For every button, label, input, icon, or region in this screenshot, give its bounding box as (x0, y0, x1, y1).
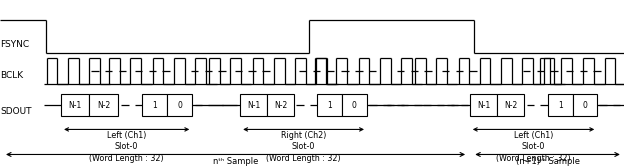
Bar (240, 94, 267, 116)
Text: 0: 0 (352, 101, 357, 110)
Bar (548, 94, 573, 116)
Text: (Word Length : 32): (Word Length : 32) (496, 154, 571, 163)
Text: N-1: N-1 (247, 101, 260, 110)
Text: 0: 0 (177, 101, 182, 110)
Text: N-1: N-1 (477, 101, 490, 110)
Text: Slot-0: Slot-0 (522, 142, 545, 151)
Text: 1: 1 (152, 101, 157, 110)
Bar (142, 94, 167, 116)
Bar (342, 94, 367, 116)
Bar (573, 94, 597, 116)
Text: Slot-0: Slot-0 (115, 142, 139, 151)
Text: Right (Ch2): Right (Ch2) (281, 131, 326, 140)
Bar (317, 94, 342, 116)
Bar (61, 94, 89, 116)
Text: FSYNC: FSYNC (0, 40, 29, 49)
Text: Left (Ch1): Left (Ch1) (107, 131, 147, 140)
Text: 1: 1 (327, 101, 332, 110)
Text: N-2: N-2 (97, 101, 110, 110)
Text: nᵗʰ Sample: nᵗʰ Sample (213, 157, 258, 166)
Text: 0: 0 (583, 101, 587, 110)
Text: BCLK: BCLK (0, 71, 23, 80)
Text: 1: 1 (558, 101, 563, 110)
Bar (497, 94, 524, 116)
Text: (Word Length : 32): (Word Length : 32) (89, 154, 164, 163)
Bar (89, 94, 118, 116)
Text: Left (Ch1): Left (Ch1) (514, 131, 553, 140)
Text: Slot-0: Slot-0 (292, 142, 315, 151)
Bar (167, 94, 192, 116)
Text: (Word Length : 32): (Word Length : 32) (266, 154, 341, 163)
Text: N-2: N-2 (504, 101, 517, 110)
Text: N-1: N-1 (69, 101, 82, 110)
Text: N-2: N-2 (274, 101, 287, 110)
Bar (267, 94, 294, 116)
Text: SDOUT: SDOUT (0, 107, 31, 116)
Text: (n+1)ᵗʰ Sample: (n+1)ᵗʰ Sample (515, 157, 580, 166)
Bar (470, 94, 497, 116)
